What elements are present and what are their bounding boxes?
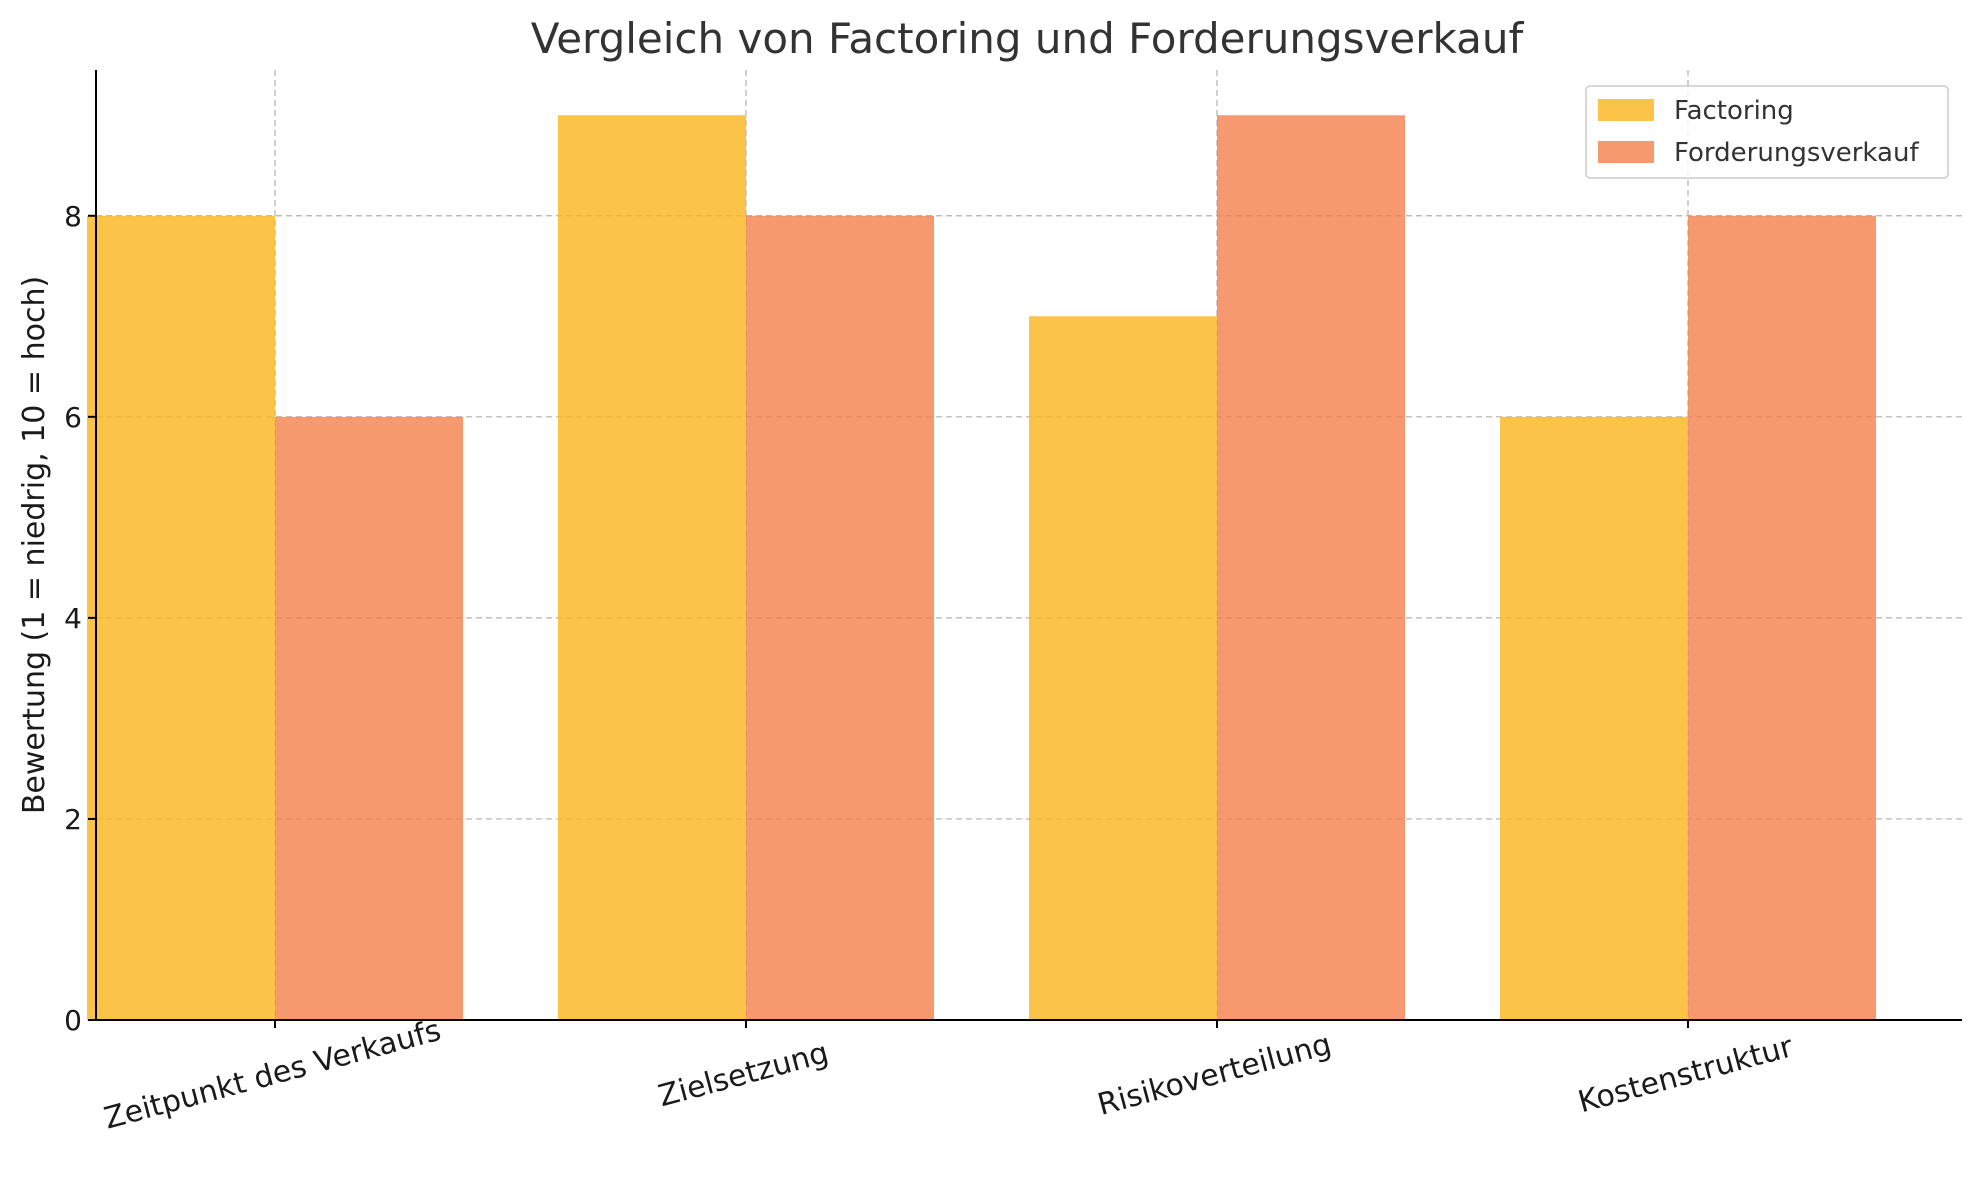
y-tick-label: 2	[64, 803, 82, 836]
legend: Factoring Forderungsverkauf	[1585, 85, 1949, 179]
x-ticks: Zeitpunkt des Verkaufs Zielsetzung Risikov…	[100, 1013, 1797, 1137]
chart-title: Vergleich von Factoring und Forderungsve…	[531, 14, 1525, 63]
y-tick-label: 4	[64, 602, 82, 635]
bar-forderungsverkauf	[275, 416, 463, 1020]
bar-factoring	[1500, 416, 1688, 1020]
bar-factoring	[558, 115, 746, 1020]
bar-forderungsverkauf	[746, 215, 934, 1020]
y-ticks: 0 2 4 6 8	[64, 200, 96, 1037]
legend-swatch	[1598, 141, 1654, 163]
y-tick-label: 8	[64, 200, 82, 233]
x-tick-label: Zeitpunkt des Verkaufs	[100, 1013, 444, 1137]
legend-frame	[1585, 85, 1949, 179]
legend-label: Factoring	[1674, 96, 1794, 126]
bar-factoring	[87, 215, 275, 1020]
x-tick-label: Kostenstruktur	[1574, 1029, 1797, 1120]
bars	[87, 115, 1876, 1021]
legend-swatch	[1598, 99, 1654, 121]
bar-forderungsverkauf	[1217, 115, 1405, 1020]
y-tick-label: 6	[64, 401, 82, 434]
y-tick-label: 0	[64, 1004, 82, 1037]
bar-factoring	[1029, 316, 1217, 1021]
y-axis-label: Bewertung (1 = niedrig, 10 = hoch)	[17, 276, 52, 814]
x-tick-label: Risikoverteilung	[1094, 1027, 1335, 1123]
bar-forderungsverkauf	[1688, 215, 1876, 1020]
axes	[95, 70, 1962, 1021]
x-tick-label: Zielsetzung	[655, 1035, 832, 1114]
legend-label: Forderungsverkauf	[1674, 138, 1919, 168]
